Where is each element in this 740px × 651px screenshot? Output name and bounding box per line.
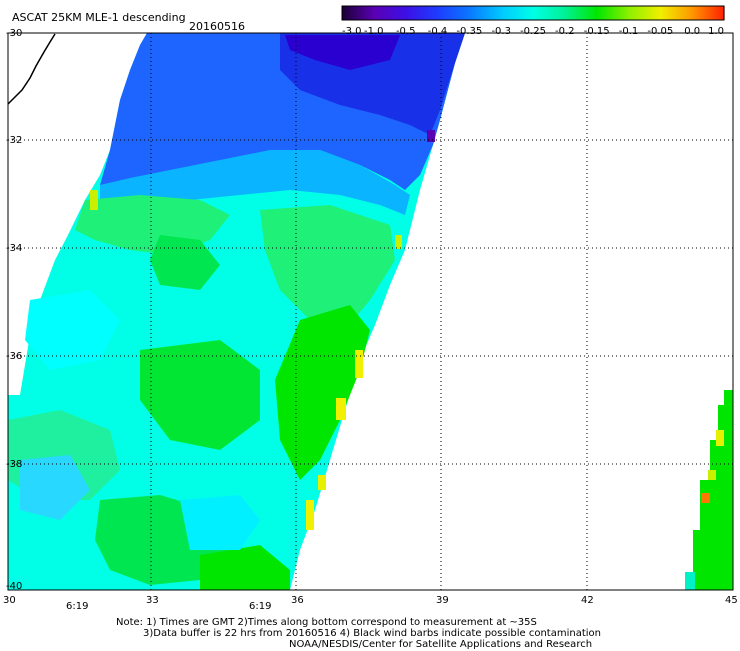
colorbar-tick-label: -0.15 [584, 26, 610, 37]
colorbar-tick-label: -0.3 [491, 26, 511, 37]
colorbar-segment [596, 6, 630, 20]
yellow-pixel [90, 190, 98, 210]
cyan-patch-1 [25, 290, 120, 370]
latitude-labels: -30 -32 -34 -36 -38 -40 [6, 28, 22, 592]
time-label: 6:19 [66, 601, 88, 612]
lat-label: -34 [6, 243, 22, 254]
colorbar-segment [533, 6, 566, 20]
note-line-1: Note: 1) Times are GMT 2)Times along bot… [116, 617, 537, 628]
note-line-3: NOAA/NESDIS/Center for Satellite Applica… [289, 639, 593, 650]
colorbar-tick-label: -0.4 [428, 26, 448, 37]
coastline [7, 33, 56, 105]
yellow-pixel [395, 235, 402, 249]
colorbar-segment [342, 6, 375, 20]
colorbar-tick-label: 1.0 [708, 26, 724, 37]
colorbar-segment [405, 6, 439, 20]
product-title: ASCAT 25KM MLE-1 descending [12, 11, 186, 24]
longitude-labels: 30 33 36 39 42 45 [3, 595, 738, 606]
purple-pixel [427, 130, 435, 142]
colorbar-segment [373, 6, 407, 20]
yellow-pixel [318, 475, 326, 490]
note-line-2: 3)Data buffer is 22 hrs from 20160516 4)… [143, 628, 601, 639]
east-cyan-pixel [685, 572, 695, 590]
colorbar-segment [692, 6, 725, 20]
yellow-pixel [306, 500, 314, 530]
east-orange-pixel [701, 493, 710, 503]
lat-label: -40 [6, 581, 22, 592]
lon-label: 36 [291, 595, 304, 606]
graticule [8, 33, 733, 590]
yellow-pixel [355, 350, 363, 378]
green-patch-3 [260, 205, 395, 330]
lat-label: -38 [6, 459, 22, 470]
colorbar-segment [501, 6, 534, 20]
colorbar [341, 5, 725, 21]
colorbar-tick-label: -0.35 [456, 26, 482, 37]
colorbar-tick-label: -0.2 [555, 26, 575, 37]
lon-label: 33 [146, 595, 159, 606]
green-patch-2 [150, 235, 220, 290]
colorbar-border [341, 5, 725, 21]
colorbar-tick-label: -0.5 [396, 26, 416, 37]
yellow-pixel [336, 398, 346, 420]
colorbar-tick-labels: -3.0 -1.0 -0.5 -0.4 -0.35 -0.3 -0.25 -0.2 -0.15-… [342, 26, 724, 37]
colorbar-segment [437, 6, 470, 20]
east-yellow-pixel [716, 430, 724, 446]
lon-label: 42 [581, 595, 594, 606]
green-patch-4 [275, 305, 370, 480]
colorbar-segment [660, 6, 693, 20]
swath-data-layer [8, 33, 733, 590]
colorbar-segment [628, 6, 661, 20]
colorbar-tick-label: -0.25 [520, 26, 546, 37]
colorbar-segment [469, 6, 502, 20]
cyan-patch-3 [180, 495, 260, 550]
colorbar-segment [564, 6, 598, 20]
lat-label: -36 [6, 351, 22, 362]
green-patch-5 [140, 340, 260, 450]
lat-label: -30 [6, 28, 22, 39]
north-darkest-blue [285, 35, 400, 70]
lon-label: 30 [3, 595, 16, 606]
plot-frame [7, 32, 734, 591]
cyan-patch-2 [20, 455, 90, 520]
lon-label: 39 [436, 595, 449, 606]
colorbar-tick-label: -0.05 [647, 26, 673, 37]
date-label: 20160516 [189, 20, 245, 33]
colorbar-tick-label: -3.0 [342, 26, 362, 37]
colorbar-tick-label: -0.1 [619, 26, 639, 37]
lat-label: -32 [6, 135, 22, 146]
time-label: 6:19 [249, 601, 271, 612]
colorbar-tick-label: -1.0 [364, 26, 384, 37]
east-yellow-pixel [708, 470, 716, 480]
colorbar-tick-label: 0.0 [684, 26, 700, 37]
green-patch-8 [200, 545, 290, 590]
lon-label: 45 [725, 595, 738, 606]
